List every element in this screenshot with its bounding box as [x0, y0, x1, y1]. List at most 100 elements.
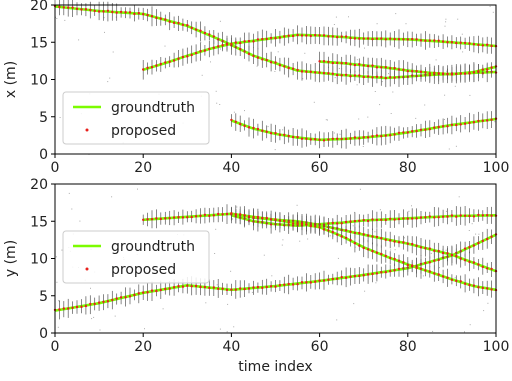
proposed-point — [481, 265, 484, 269]
proposed-point — [164, 217, 167, 220]
proposed-point — [433, 71, 436, 75]
proposed-point — [344, 229, 348, 232]
proposed-point — [62, 6, 65, 9]
proposed-point — [331, 230, 334, 234]
proposed-point — [186, 216, 189, 219]
clutter-point — [219, 328, 221, 330]
proposed-point — [437, 216, 440, 219]
clutter-point — [448, 148, 450, 150]
proposed-point — [353, 274, 357, 278]
proposed-point — [463, 247, 467, 250]
proposed-point — [481, 44, 484, 47]
proposed-track-2 — [142, 204, 498, 277]
clutter-point — [404, 237, 405, 239]
proposed-point — [177, 285, 180, 288]
proposed-point — [58, 5, 61, 9]
proposed-point — [234, 288, 237, 291]
proposed-point — [159, 217, 162, 221]
clutter-point — [454, 85, 456, 87]
proposed-point — [455, 279, 458, 283]
proposed-point — [384, 38, 387, 41]
clutter-point — [271, 275, 273, 277]
clutter-point — [59, 117, 61, 118]
proposed-point — [349, 230, 352, 233]
clutter-point — [91, 318, 93, 320]
proposed-point — [221, 213, 224, 216]
proposed-point — [468, 283, 471, 287]
proposed-point — [490, 214, 493, 217]
clutter-point — [281, 244, 283, 246]
x-tick-label: 20 — [134, 160, 152, 176]
clutter-point — [439, 267, 440, 269]
proposed-point — [274, 131, 277, 135]
clutter-point — [348, 16, 349, 18]
proposed-point — [446, 276, 449, 279]
proposed-point — [265, 58, 268, 62]
proposed-point — [366, 219, 370, 223]
proposed-point — [428, 247, 431, 250]
proposed-point — [146, 13, 149, 17]
proposed-point — [358, 62, 361, 66]
proposed-point — [411, 217, 414, 220]
clutter-point — [445, 249, 447, 251]
proposed-point — [119, 10, 123, 14]
proposed-point — [362, 75, 365, 79]
proposed-point — [397, 217, 401, 221]
proposed-point — [459, 280, 462, 283]
proposed-point — [97, 10, 101, 13]
proposed-point — [459, 72, 462, 75]
clutter-point — [274, 149, 276, 151]
proposed-point — [419, 70, 423, 74]
proposed-point — [393, 240, 396, 243]
proposed-point — [340, 35, 343, 38]
proposed-point — [212, 214, 215, 217]
proposed-point — [393, 76, 396, 79]
proposed-point — [366, 64, 370, 68]
proposed-point — [384, 238, 387, 241]
proposed-point — [256, 127, 260, 131]
proposed-point — [102, 10, 105, 13]
proposed-point — [115, 11, 118, 14]
proposed-point — [265, 216, 268, 220]
clutter-point — [61, 249, 63, 251]
clutter-point — [200, 41, 202, 43]
proposed-point — [411, 130, 414, 133]
proposed-point — [75, 7, 79, 10]
proposed-point — [190, 53, 193, 57]
proposed-point — [433, 249, 436, 252]
proposed-point — [128, 11, 132, 14]
proposed-point — [468, 246, 471, 249]
proposed-point — [375, 218, 379, 222]
clutter-point — [415, 117, 417, 119]
proposed-point — [406, 263, 409, 267]
proposed-point — [336, 277, 339, 280]
proposed-point — [389, 239, 392, 242]
clutter-point — [432, 330, 434, 332]
proposed-point — [393, 269, 396, 272]
proposed-point — [318, 279, 321, 282]
proposed-point — [349, 36, 352, 40]
proposed-point — [243, 40, 246, 43]
proposed-point — [349, 239, 352, 242]
clutter-point — [356, 84, 358, 86]
proposed-point — [353, 37, 357, 40]
proposed-point — [384, 66, 387, 69]
clutter-point — [408, 210, 410, 212]
proposed-point — [278, 63, 282, 67]
clutter-point — [392, 91, 394, 93]
clutter-point — [379, 104, 381, 106]
clutter-point — [230, 270, 232, 272]
proposed-point — [380, 135, 383, 138]
proposed-point — [269, 285, 273, 288]
proposed-point — [481, 239, 484, 243]
clutter-point — [162, 308, 164, 310]
y-tick-label: 0 — [39, 326, 48, 342]
proposed-point — [419, 216, 423, 219]
proposed-point — [336, 222, 339, 225]
proposed-point — [486, 237, 489, 241]
proposed-point — [172, 216, 176, 219]
proposed-point — [344, 220, 348, 224]
proposed-point — [269, 218, 273, 221]
clutter-point — [79, 220, 81, 222]
y-tick-label: 15 — [30, 214, 48, 230]
